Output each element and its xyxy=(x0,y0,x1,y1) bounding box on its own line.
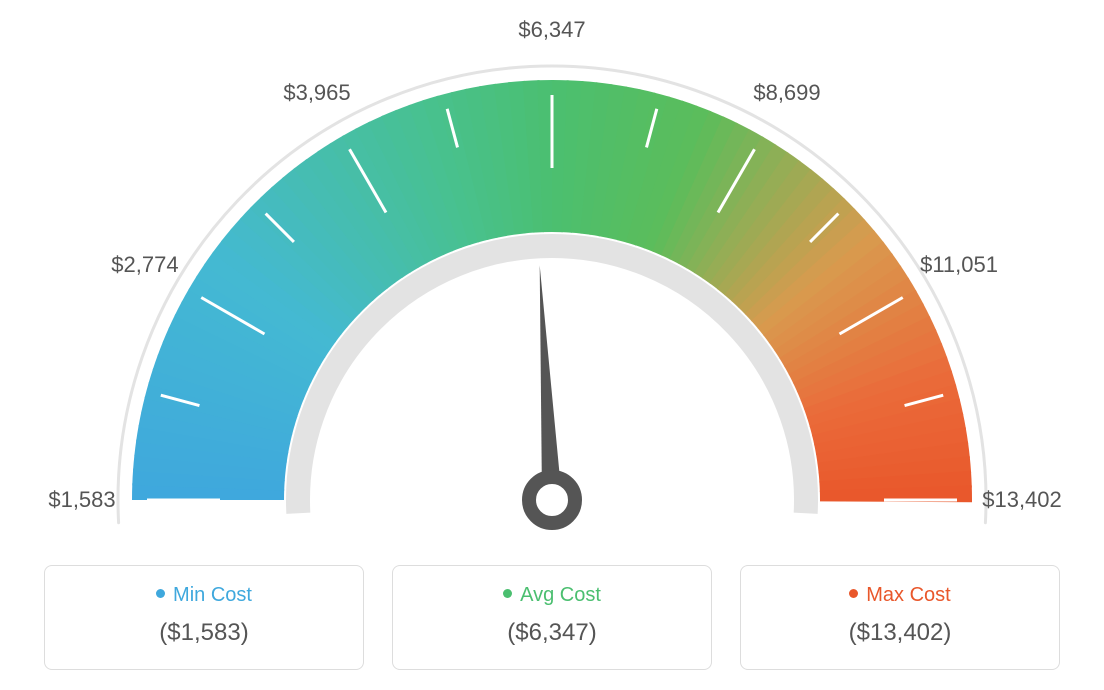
legend-row: Min Cost ($1,583) Avg Cost ($6,347) Max … xyxy=(0,565,1104,670)
legend-value-max: ($13,402) xyxy=(761,619,1039,647)
legend-card-avg: Avg Cost ($6,347) xyxy=(392,565,712,670)
dot-icon xyxy=(156,589,165,598)
legend-value-min: ($1,583) xyxy=(65,619,343,647)
legend-title-avg: Avg Cost xyxy=(413,584,691,607)
dot-icon xyxy=(849,589,858,598)
legend-title-min: Min Cost xyxy=(65,584,343,607)
dot-icon xyxy=(503,589,512,598)
cost-gauge: $1,583$2,774$3,965$6,347$8,699$11,051$13… xyxy=(0,0,1104,540)
legend-title-text: Min Cost xyxy=(173,584,252,606)
legend-title-max: Max Cost xyxy=(761,584,1039,607)
legend-card-min: Min Cost ($1,583) xyxy=(44,565,364,670)
legend-value-avg: ($6,347) xyxy=(413,619,691,647)
gauge-svg xyxy=(0,0,1104,540)
legend-title-text: Avg Cost xyxy=(520,584,601,606)
legend-title-text: Max Cost xyxy=(866,584,950,606)
legend-card-max: Max Cost ($13,402) xyxy=(740,565,1060,670)
